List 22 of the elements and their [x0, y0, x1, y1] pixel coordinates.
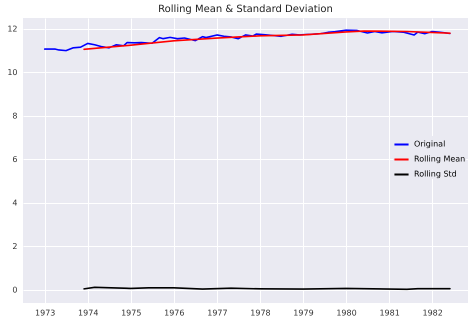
x-tick-label: 1979 [293, 308, 314, 318]
x-tick-label: 1982 [422, 308, 443, 318]
x-tick-label: 1973 [35, 308, 56, 318]
x-tick-label: 1975 [121, 308, 142, 318]
x-tick-label: 1981 [379, 308, 400, 318]
y-tick-label: 0 [12, 285, 18, 294]
y-tick-label: 8 [12, 111, 18, 120]
x-tick-label: 1974 [78, 308, 98, 318]
y-tick-label: 2 [12, 242, 18, 251]
legend-label: Original [414, 140, 446, 148]
y-tick-label: 6 [12, 154, 18, 164]
x-tick-label: 1977 [207, 308, 228, 318]
y-tick-label: 10 [7, 68, 18, 77]
x-tick-label: 1980 [336, 308, 357, 318]
line-series [83, 30, 451, 50]
x-tick-label: 1978 [250, 308, 271, 318]
y-tick-label: 12 [7, 24, 18, 34]
legend-label: Rolling Mean [414, 154, 466, 164]
y-tick-label: 4 [12, 198, 18, 208]
x-tick-label: 1976 [164, 308, 184, 318]
chart-title: Rolling Mean & Standard Deviation [158, 4, 333, 15]
legend-label: Rolling Std [414, 170, 457, 178]
